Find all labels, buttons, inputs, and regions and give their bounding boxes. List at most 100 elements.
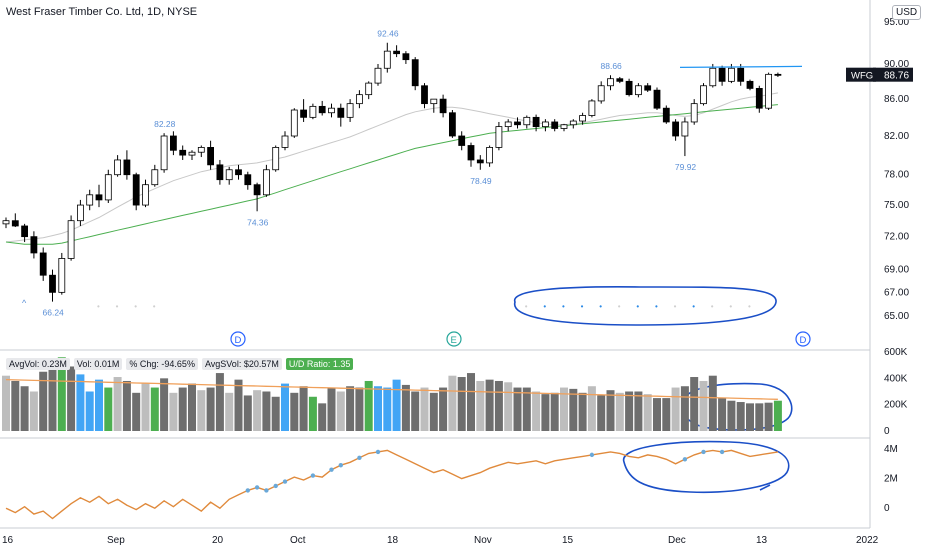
volume-bar (429, 392, 438, 431)
event-marker-label: D (235, 335, 242, 346)
volume-bar (457, 377, 466, 431)
avg-vol-label: AvgVol: 0.23M (6, 358, 70, 370)
volume-bar (764, 402, 773, 431)
volume-bar (281, 383, 289, 431)
volume-bar (364, 380, 373, 431)
obv-marker (310, 473, 316, 478)
candle-body (318, 105, 326, 114)
volume-bar (718, 398, 727, 431)
candle-body (672, 121, 679, 137)
pivot-price-label: 74.36 (247, 217, 269, 227)
candle-body (486, 147, 494, 164)
volume-bar (150, 387, 159, 431)
candle-body (123, 159, 131, 176)
volume-bar (39, 371, 48, 431)
volume-bar (253, 390, 262, 431)
obv-marker (329, 467, 334, 472)
volume-bar (355, 387, 364, 431)
candle-body (58, 258, 66, 293)
volume-bar (234, 379, 243, 431)
volume-bar (727, 400, 736, 431)
volume-bar (420, 387, 429, 431)
candle-body (67, 220, 75, 259)
candle-body (709, 67, 717, 87)
vol-label: Vol: 0.01M (73, 358, 123, 370)
volume-bar (597, 395, 606, 431)
candle-body (207, 147, 215, 166)
volume-bar (755, 403, 764, 431)
candle-body (225, 169, 233, 181)
candle-body (197, 147, 205, 153)
x-tick-label: Nov (474, 535, 492, 546)
volume-bar (160, 378, 169, 431)
x-tick-label: Oct (290, 535, 306, 546)
candle-body (151, 169, 159, 186)
candle-body (755, 88, 763, 109)
ticker-badge-bg (846, 67, 876, 82)
candle-body (328, 107, 335, 114)
volume-bar (513, 387, 522, 431)
candle-body (728, 67, 735, 82)
candle-body (86, 194, 94, 206)
volume-bar (327, 387, 336, 431)
candle-body (142, 184, 149, 206)
signal-dot: • (692, 302, 695, 311)
candle-body (160, 135, 168, 171)
price-tick-label: 90.00 (884, 59, 909, 70)
volume-bar (141, 383, 150, 431)
volume-tick-label: 0 (884, 426, 890, 437)
candle-body (30, 236, 38, 254)
volume-tick-label: 400K (884, 373, 908, 384)
signal-dot: • (729, 302, 732, 311)
candle-body (476, 159, 484, 164)
volume-bar (308, 396, 317, 431)
obv-marker (254, 485, 260, 490)
x-tick-label: 18 (387, 535, 399, 546)
price-tick-label: 86.00 (884, 94, 909, 105)
volume-bar (225, 392, 234, 431)
candle-body (235, 169, 242, 176)
candle-body (114, 159, 121, 176)
volume-bar (587, 386, 596, 431)
candle-body (690, 103, 698, 123)
volume-bar (448, 375, 457, 431)
candle-body (355, 94, 363, 105)
candle-body (374, 67, 382, 84)
price-tick-label: 95.00 (884, 17, 909, 28)
candle-body (39, 252, 47, 276)
volume-bar (95, 379, 103, 431)
x-tick-label: 15 (562, 535, 574, 546)
volume-bar (467, 373, 475, 431)
signal-dot: • (748, 302, 751, 311)
obv-tick-label: 4M (884, 444, 898, 455)
price-tick-label: 72.00 (884, 232, 909, 243)
signal-dot: • (134, 302, 137, 311)
pivot-marker: ^ (22, 298, 27, 308)
obv-marker (245, 488, 250, 493)
chart-title: West Fraser Timber Co. Ltd, 1D, NYSE (6, 6, 198, 18)
candle-body (588, 100, 596, 116)
candle-body (346, 103, 354, 118)
volume-bar (215, 373, 224, 431)
price-tick-label: 78.00 (884, 170, 909, 181)
candle-body (644, 85, 652, 91)
volume-tick-label: 600K (884, 347, 908, 358)
volume-bar (67, 366, 76, 431)
candle-body (365, 82, 373, 96)
volume-bar (541, 394, 550, 431)
currency-label[interactable]: USD (892, 5, 922, 20)
candle-body (746, 80, 754, 89)
candle-body (569, 120, 577, 126)
price-tick-label: 69.00 (884, 265, 909, 276)
pivot-price-label: 66.24 (43, 308, 65, 318)
volume-bar (346, 386, 355, 431)
signal-dot: • (116, 302, 119, 311)
signal-dot: • (562, 302, 565, 311)
volume-ma-line (5, 378, 778, 400)
signal-dot: • (525, 302, 528, 311)
volume-bar (485, 379, 494, 431)
volume-bar (206, 387, 215, 431)
candle-body (625, 80, 633, 96)
candle-body (504, 121, 512, 128)
